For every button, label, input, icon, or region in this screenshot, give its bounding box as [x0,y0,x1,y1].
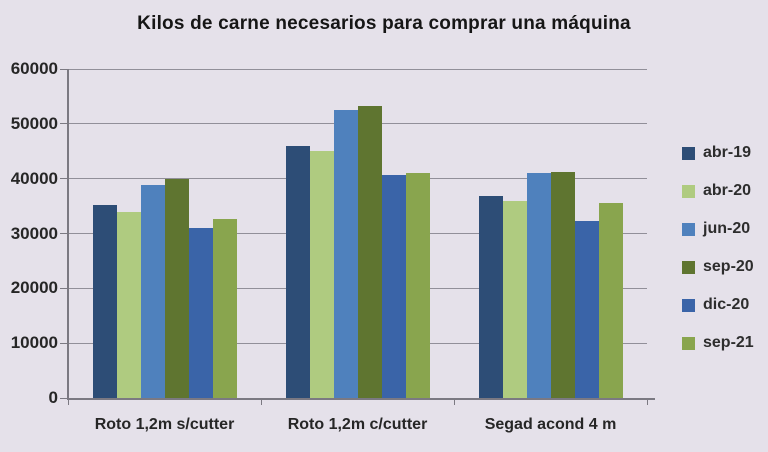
x-tick-mark [261,400,262,405]
bar-jun-20 [333,110,358,398]
bar-group [261,69,454,398]
y-tick-mark [60,398,68,399]
legend-label-jun-20: jun-20 [703,220,751,237]
y-axis-label: 50000 [10,114,58,133]
y-tick-mark [60,69,68,70]
y-axis-label: 30000 [10,224,58,243]
y-tick-mark [60,233,68,234]
bar-sep-20 [550,172,575,398]
legend-swatch-sep-20 [682,260,695,274]
y-tick-mark [60,178,68,179]
bar-sep-21 [405,173,430,398]
bar-sep-21 [212,219,237,398]
x-tick-mark [454,400,455,405]
legend-swatch-abr-20 [682,184,695,198]
legend-item-dic-20: dic-20 [682,286,754,324]
legend-swatch-jun-20 [682,222,695,236]
legend-item-sep-21: sep-21 [682,324,754,362]
y-tick-mark [60,123,68,124]
bar-abr-19 [478,196,503,398]
legend-label-dic-20: dic-20 [703,296,750,313]
x-axis-category-label: Roto 1,2m s/cutter [94,416,235,433]
y-axis-label: 20000 [10,278,58,297]
y-axis-label: 60000 [10,59,58,78]
y-axis-label: 40000 [10,169,58,188]
y-tick-mark [60,288,68,289]
bar-jun-20 [526,173,551,398]
y-axis-line [67,69,69,400]
x-axis-line [68,398,655,400]
x-tick-mark [647,400,648,405]
x-axis-category-label: Segad acond 4 m [484,416,617,433]
chart-title: Kilos de carne necesarios para comprar u… [137,13,631,34]
bar-group [68,69,261,398]
gridline [68,69,647,70]
bar-group [454,69,647,398]
y-axis-label: 10000 [10,333,58,352]
bar-sep-20 [164,179,189,398]
bar-abr-20 [116,212,141,398]
legend-label-sep-21: sep-21 [703,334,754,351]
bar-sep-20 [357,106,382,398]
legend-swatch-sep-21 [682,336,695,350]
bar-sep-21 [598,203,623,398]
legend-item-sep-20: sep-20 [682,248,754,286]
legend-swatch-dic-20 [682,298,695,312]
legend-label-abr-20: abr-20 [703,182,752,199]
bar-dic-20 [188,228,213,398]
x-tick-mark [68,400,69,405]
bar-dic-20 [574,221,599,398]
legend-item-jun-20: jun-20 [682,210,754,248]
legend-label-sep-20: sep-20 [703,258,754,275]
legend: abr-19 abr-20 jun-20 sep-20 dic-20 sep-21 [682,134,754,362]
bar-abr-20 [309,151,334,398]
bar-jun-20 [140,185,165,398]
bar-abr-20 [502,201,527,398]
x-axis-category-label: Roto 1,2m c/cutter [287,416,428,433]
legend-swatch-abr-19 [682,146,695,160]
bar-dic-20 [381,175,406,398]
legend-label-abr-19: abr-19 [703,144,752,161]
y-axis-label: 0 [48,388,58,407]
bar-abr-19 [285,146,310,398]
legend-item-abr-20: abr-20 [682,172,754,210]
bar-abr-19 [92,205,117,398]
y-tick-mark [60,343,68,344]
legend-item-abr-19: abr-19 [682,134,754,172]
